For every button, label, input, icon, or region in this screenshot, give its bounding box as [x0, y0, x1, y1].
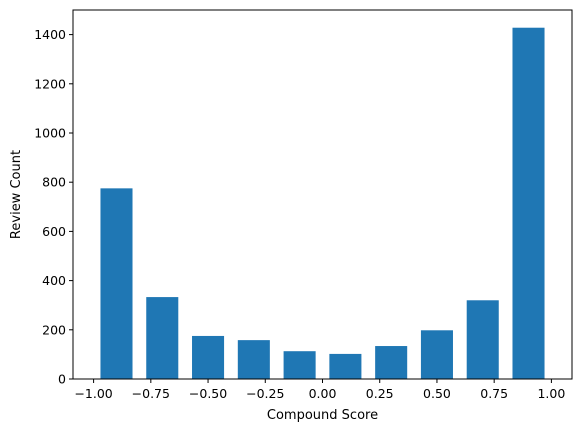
x-tick-label-7: 0.75: [480, 386, 508, 401]
bar-5: [329, 353, 362, 379]
y-tick-label-5: 1000: [34, 126, 66, 141]
x-tick-label-2: −0.50: [189, 386, 227, 401]
x-tick-label-3: −0.25: [246, 386, 284, 401]
bar-9: [512, 27, 545, 379]
y-axis-ticks: 0 200 400 600 800 1000 1200 1400: [34, 27, 73, 387]
x-axis-label: Compound Score: [267, 408, 378, 423]
y-tick-label-2: 400: [42, 273, 66, 288]
x-tick-label-0: −1.00: [74, 386, 112, 401]
x-tick-label-8: 1.00: [537, 386, 565, 401]
y-tick-label-0: 0: [58, 372, 66, 387]
x-tick-label-1: −0.75: [132, 386, 170, 401]
bar-3: [237, 340, 270, 379]
y-tick-label-3: 600: [42, 224, 66, 239]
bar-7: [420, 330, 453, 379]
bar-0: [100, 188, 133, 379]
y-tick-label-1: 200: [42, 322, 66, 337]
x-tick-label-4: 0.00: [309, 386, 337, 401]
bar-8: [466, 300, 499, 379]
x-axis-ticks: −1.00 −0.75 −0.50 −0.25 0.00 0.25 0.50 0.75 1.00: [74, 379, 565, 401]
y-axis-label: Review Count: [9, 150, 24, 239]
bar-4: [283, 351, 316, 379]
plot-frame: [72, 9, 573, 380]
bars-group: [100, 27, 545, 379]
x-tick-label-5: 0.25: [366, 386, 394, 401]
y-tick-label-6: 1200: [34, 76, 66, 91]
y-tick-label-4: 800: [42, 175, 66, 190]
bar-6: [375, 346, 408, 379]
bar-2: [192, 335, 225, 379]
x-tick-label-6: 0.50: [423, 386, 451, 401]
bar-1: [146, 297, 179, 379]
y-tick-label-7: 1400: [34, 27, 66, 42]
